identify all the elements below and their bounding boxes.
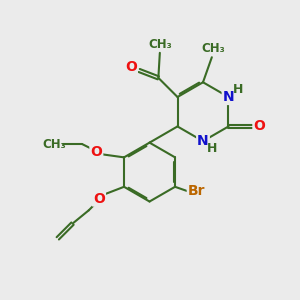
- Text: N: N: [197, 134, 209, 148]
- Text: Br: Br: [188, 184, 205, 198]
- Text: CH₃: CH₃: [148, 38, 172, 51]
- Text: H: H: [207, 142, 218, 155]
- Text: CH₃: CH₃: [201, 42, 225, 55]
- Text: O: O: [254, 119, 266, 134]
- Text: CH₃: CH₃: [42, 138, 66, 151]
- Text: O: O: [90, 145, 102, 159]
- Text: N: N: [223, 90, 234, 104]
- Text: O: O: [125, 60, 137, 74]
- Text: H: H: [233, 83, 243, 96]
- Text: O: O: [93, 192, 105, 206]
